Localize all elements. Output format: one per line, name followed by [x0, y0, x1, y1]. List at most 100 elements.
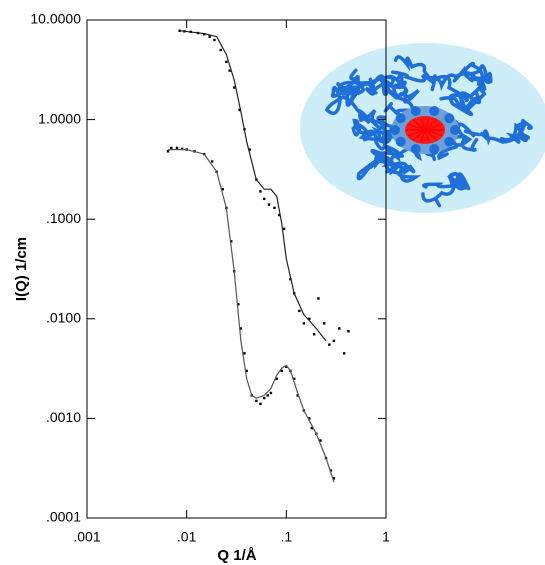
x-tick-label: .001 — [73, 529, 100, 545]
data-point — [332, 339, 336, 343]
core-chain — [424, 119, 438, 131]
data-point — [255, 399, 258, 403]
data-point — [282, 227, 286, 231]
data-point — [293, 377, 296, 380]
data-point — [239, 327, 243, 330]
polymer-coils — [324, 55, 533, 208]
fit-line — [179, 30, 327, 342]
data-point — [332, 477, 336, 480]
data-point — [317, 297, 320, 300]
y-tick-label: .0100 — [46, 310, 81, 326]
core-chain — [407, 123, 426, 131]
data-point — [285, 365, 288, 368]
data-point — [302, 322, 306, 325]
data-point — [248, 148, 252, 151]
data-point — [175, 146, 179, 150]
data-point — [170, 146, 173, 150]
head-group — [395, 113, 406, 124]
data-point — [259, 190, 262, 193]
head-group — [444, 136, 455, 147]
data-point — [275, 377, 278, 380]
data-point — [312, 333, 316, 336]
core-chain — [412, 129, 426, 141]
plot-frame — [86, 19, 387, 519]
head-group — [429, 105, 440, 116]
data-point — [230, 240, 233, 243]
polymer-coil — [377, 153, 422, 183]
head-group — [429, 144, 440, 155]
y-tick-label: .0010 — [46, 409, 81, 425]
data-point — [221, 188, 224, 191]
core-chain — [420, 129, 426, 143]
data-point — [296, 394, 299, 397]
y-axis-label: I(Q) 1/cm — [13, 237, 30, 301]
data-point — [273, 206, 276, 210]
data-point — [166, 150, 170, 153]
head-group — [410, 144, 421, 155]
data-point — [278, 213, 281, 217]
data-point — [259, 402, 262, 406]
data-point — [233, 86, 236, 89]
data-point — [266, 394, 269, 397]
data-point — [269, 391, 273, 395]
core-chain — [424, 129, 430, 143]
x-tick-label: .01 — [177, 529, 197, 545]
core-chain — [407, 129, 426, 137]
data-point — [347, 330, 350, 333]
data-point — [243, 352, 246, 355]
data-point — [329, 469, 333, 472]
x-tick-label: .1 — [280, 529, 292, 545]
y-tick-label: .1000 — [46, 210, 81, 226]
core-chains — [406, 117, 444, 143]
data-point — [310, 426, 313, 430]
data-point — [238, 108, 241, 112]
data-point — [225, 60, 228, 64]
data-point — [338, 327, 341, 330]
polymer-coil — [375, 141, 422, 163]
core-chain — [420, 117, 426, 131]
data-point — [208, 35, 211, 38]
data-point — [342, 352, 346, 355]
data-point — [308, 417, 311, 420]
data-point — [213, 38, 216, 42]
polymer-coil — [383, 88, 420, 119]
polymer-coil — [338, 74, 390, 96]
y-tick-label: .0001 — [46, 509, 81, 525]
data-point — [180, 147, 184, 150]
core-chain — [412, 119, 426, 131]
head-group — [410, 105, 421, 116]
x-axis-label: Q 1/Å — [217, 547, 256, 564]
data-point — [263, 197, 266, 201]
head-group — [444, 113, 455, 124]
x-tick-label: 1 — [382, 529, 390, 545]
head-group — [395, 136, 406, 147]
data-point — [245, 369, 248, 373]
core-chain — [424, 129, 443, 137]
data-point — [228, 69, 231, 72]
data-point — [267, 203, 271, 206]
data-point — [319, 439, 322, 442]
data-point — [219, 48, 222, 52]
head-group — [390, 125, 400, 135]
polymer-coil — [336, 68, 361, 107]
core-chain — [424, 123, 443, 131]
data-point — [237, 303, 240, 306]
data-point — [280, 369, 283, 373]
data-point — [308, 317, 311, 320]
data-point — [323, 322, 326, 325]
data-point — [328, 343, 331, 346]
y-tick-label: 1.0000 — [38, 110, 81, 126]
polymer-coil — [439, 92, 487, 117]
fit-line — [168, 149, 335, 483]
head-group — [450, 125, 460, 135]
y-tick-label: 10.0000 — [30, 11, 81, 27]
polymer-coil — [421, 172, 467, 208]
polymer-coil — [391, 55, 434, 84]
data-point — [298, 309, 301, 313]
core-chain — [424, 117, 430, 131]
micelle-illustration — [300, 43, 545, 213]
core-chain — [424, 129, 438, 141]
data-point — [263, 396, 266, 400]
polymer-coil — [463, 121, 525, 146]
